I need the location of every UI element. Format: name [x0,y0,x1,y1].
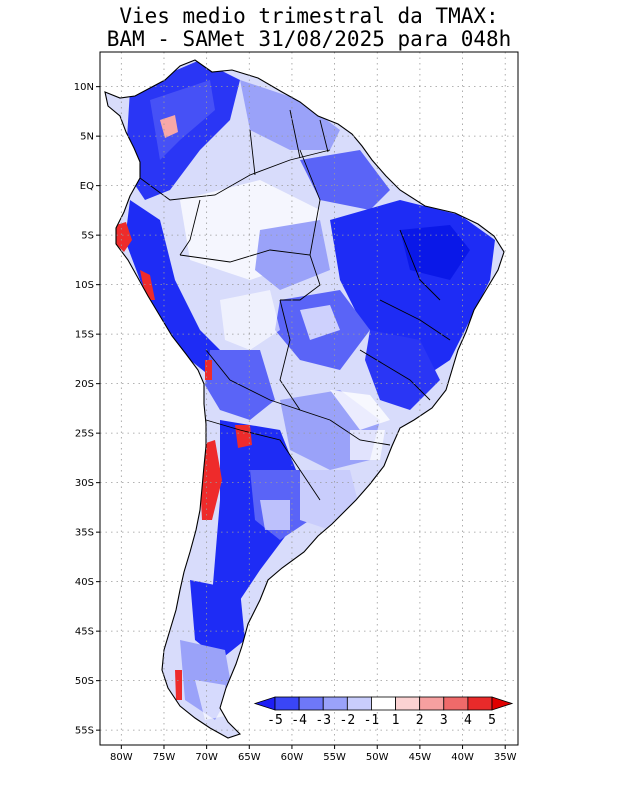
lon-tick-label: 45W [409,752,432,763]
lat-tick-label: 50S [75,676,94,687]
lat-lon-grid [100,52,518,745]
colorbar-swatch [419,696,445,711]
lat-tick-label: 45S [75,627,94,638]
lon-tick-label: 70W [195,752,218,763]
colorbar-label: -4 [291,713,307,728]
lat-tick-label: 15S [75,330,94,341]
lat-tick-label: 5S [81,231,94,242]
colorbar-label: -5 [267,713,283,728]
colorbar-swatch [467,696,493,711]
colorbar-swatch [298,696,324,711]
lon-tick-label: 60W [281,752,304,763]
title-line-1: Vies medio trimestral da TMAX: [119,4,499,28]
colorbar-label: -1 [364,713,380,728]
lon-tick-label: 80W [110,752,133,763]
lon-tick-label: 50W [366,752,389,763]
country-borders [139,109,451,501]
colorbar-label: 3 [440,713,448,728]
colorbar-swatch [322,696,348,711]
colorbar-label: 5 [488,713,496,728]
colorbar-swatch [274,696,300,711]
colorbar-label: 2 [416,713,424,728]
lat-tick-label: 5N [80,132,94,143]
lat-tick-label: 30S [75,478,94,489]
lon-tick-label: 75W [153,752,176,763]
lon-tick-label: 65W [238,752,261,763]
lat-tick-label: 25S [75,429,94,440]
colorbar-swatch [395,696,421,711]
lat-tick-label: 10N [74,82,94,93]
colorbar-label: -3 [315,713,331,728]
lat-tick-label: 35S [75,528,94,539]
colorbar-arrow-high [491,696,514,711]
colorbar-label: 4 [464,713,472,728]
plot-frame [99,51,519,746]
lon-tick-label: 35W [494,752,517,763]
colorbar-swatch [346,696,372,711]
lat-tick-label: EQ [80,181,94,192]
lat-tick-label: 10S [75,280,94,291]
lon-tick-label: 55W [323,752,346,763]
colorbar-label: -2 [340,713,356,728]
lat-tick-label: 20S [75,379,94,390]
axis-ticks: 10N 5N EQ 5S 10S 15S 20S 25S 30S 35S 40S 45S 50S 55S 8… [74,82,517,763]
title-line-2: BAM - SAMet 31/08/2025 para 048h [106,27,512,51]
lon-tick-label: 40W [451,752,474,763]
colorbar-label: 1 [392,713,400,728]
colorbar: -5 -4 -3 -2 -1 1 2 3 4 5 [253,696,514,728]
colorbar-swatch [443,696,469,711]
lat-tick-label: 55S [75,726,94,737]
lat-tick-label: 40S [75,577,94,588]
colorbar-swatch [371,696,396,711]
